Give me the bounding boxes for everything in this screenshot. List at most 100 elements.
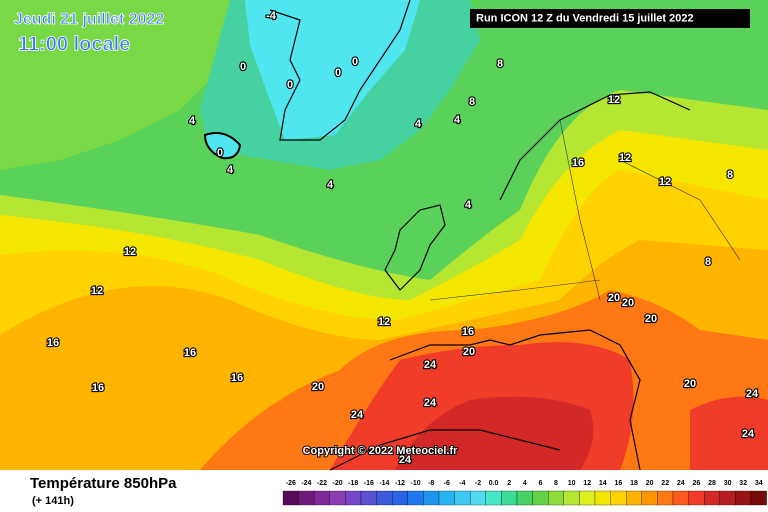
zone-cyan — [245, 0, 420, 140]
contour-label: 12 — [659, 176, 671, 188]
contour-label: 4 — [327, 179, 334, 191]
contour-label: 24 — [424, 397, 437, 409]
scale-swatch — [750, 490, 767, 506]
contour-label: 16 — [47, 337, 59, 349]
scale-label: 24 — [677, 480, 685, 487]
contour-label: 4 — [415, 118, 422, 130]
scale-swatch — [672, 490, 689, 506]
contour-label: 4 — [227, 164, 234, 176]
contour-label: 12 — [378, 316, 390, 328]
contour-label: 24 — [746, 388, 759, 400]
contour-label: 20 — [622, 297, 634, 309]
contour-label: 20 — [645, 313, 657, 325]
scale-swatch — [704, 490, 720, 506]
contour-label: 24 — [742, 428, 755, 440]
scale-swatch — [392, 490, 408, 506]
field-title: Température 850hPa — [30, 475, 177, 492]
coastline-mediterranean-north — [389, 329, 641, 471]
scale-label: 10 — [568, 480, 576, 487]
contour-label: 0 — [287, 79, 293, 91]
scale-swatch — [610, 490, 627, 506]
footer: Température 850hPa (+ 141h) -26 -24 -22 -20… — [30, 475, 767, 507]
contour-label: 24 — [399, 454, 412, 466]
scale-swatch — [345, 490, 362, 506]
contour-label: 16 — [92, 382, 104, 394]
scale-label: -22 — [317, 480, 327, 487]
scale-swatch — [314, 490, 330, 506]
contour-label: 8 — [705, 256, 711, 268]
scale-label: -24 — [301, 480, 311, 487]
scale-swatch — [485, 490, 502, 506]
scale-label: 0.0 — [489, 480, 499, 487]
zone-green-light — [0, 0, 240, 170]
contour-label: 16 — [572, 157, 584, 169]
scale-label: -8 — [428, 480, 434, 487]
scale-label: 20 — [646, 480, 654, 487]
scale-swatch — [360, 490, 377, 506]
contour-label: 16 — [462, 326, 474, 338]
contour-label: 12 — [619, 152, 631, 164]
forecast-date: Jeudi 21 juillet 2022 — [14, 11, 164, 28]
contour-label: 16 — [231, 372, 243, 384]
contour-label: 4 — [465, 199, 472, 211]
scale-swatch — [329, 490, 346, 506]
scale-swatch — [594, 490, 611, 506]
run-info: Run ICON 12 Z du Vendredi 15 juillet 202… — [476, 12, 694, 24]
contour-label: 12 — [124, 246, 136, 258]
scale-label: -20 — [333, 480, 343, 487]
country-borders — [429, 119, 741, 301]
scale-label: 8 — [554, 480, 558, 487]
contour-label: 8 — [497, 58, 503, 70]
contour-label: 20 — [312, 381, 324, 393]
scale-swatch — [454, 490, 471, 506]
contour-label: 20 — [684, 378, 696, 390]
contour-label: 16 — [184, 347, 196, 359]
scale-swatch — [688, 490, 705, 506]
zone-cyan-small — [203, 132, 242, 160]
scale-swatch — [501, 490, 518, 506]
scale-label: 14 — [599, 480, 607, 487]
scale-label: -2 — [475, 480, 481, 487]
scale-label: -4 — [459, 480, 465, 487]
scale-label: 12 — [583, 480, 591, 487]
scale-label: 28 — [708, 480, 716, 487]
contour-label: -4 — [266, 10, 277, 22]
scale-swatch — [376, 490, 393, 506]
scale-swatch — [563, 490, 580, 506]
contour-label: 0 — [217, 147, 223, 159]
scale-swatch — [548, 490, 564, 506]
scale-swatch — [657, 490, 674, 506]
contour-label: 24 — [351, 409, 364, 421]
scale-swatch — [579, 490, 596, 506]
contour-label: 12 — [91, 285, 103, 297]
scale-label: -16 — [364, 480, 374, 487]
contour-label: 0 — [240, 61, 246, 73]
scale-label: 26 — [693, 480, 701, 487]
scale-label: -12 — [395, 480, 405, 487]
scale-swatch — [516, 490, 533, 506]
scale-swatch — [438, 490, 455, 506]
scale-swatch — [470, 490, 486, 506]
scale-label: 18 — [630, 480, 638, 487]
scale-swatch — [626, 490, 642, 506]
scale-label: -10 — [411, 480, 421, 487]
contour-label: 0 — [352, 56, 358, 68]
coastline-britain — [384, 204, 446, 291]
scale-label: -14 — [379, 480, 389, 487]
coastline-north-africa — [329, 429, 561, 471]
contour-label: 8 — [469, 96, 475, 108]
scale-swatch — [641, 490, 658, 506]
contour-label: 24 — [424, 359, 437, 371]
scale-swatch — [407, 490, 424, 506]
scale-swatch — [719, 490, 736, 506]
scale-label: 16 — [615, 480, 623, 487]
scale-label: 2 — [507, 480, 511, 487]
scale-swatch — [298, 490, 315, 506]
scale-swatch — [282, 490, 299, 506]
copyright: Copyright © 2022 Meteociel.fr — [303, 445, 459, 457]
zone-red-east — [690, 396, 768, 470]
scale-label: 32 — [739, 480, 747, 487]
scale-label: 22 — [661, 480, 669, 487]
